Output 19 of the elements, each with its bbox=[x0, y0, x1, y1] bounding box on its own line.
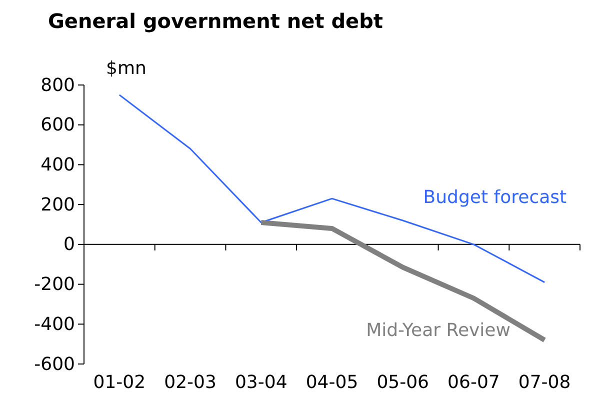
chart-title: General government net debt bbox=[48, 9, 384, 33]
x-tick-label: 03-04 bbox=[234, 372, 288, 393]
y-axis-title: $mn bbox=[106, 58, 146, 79]
y-tick-label: -400 bbox=[34, 314, 75, 335]
x-tick-label: 05-06 bbox=[376, 372, 430, 393]
series-label: Mid-Year Review bbox=[366, 320, 510, 341]
x-tick-label: 06-07 bbox=[448, 372, 500, 393]
x-tick-label: 04-05 bbox=[306, 372, 358, 393]
y-tick-label: -600 bbox=[34, 354, 75, 375]
y-tick-label: 600 bbox=[40, 114, 75, 136]
x-tick-label: 07-08 bbox=[518, 372, 571, 393]
x-tick-label: 02-03 bbox=[164, 372, 216, 393]
y-tick-label: 400 bbox=[40, 154, 75, 176]
y-tick-label: 200 bbox=[40, 194, 75, 216]
y-tick-label: 0 bbox=[64, 234, 75, 256]
series-label: Budget forecast bbox=[423, 187, 567, 208]
x-tick-label: 01-02 bbox=[93, 372, 146, 393]
y-tick-label: 800 bbox=[40, 74, 75, 96]
y-tick-label: -200 bbox=[34, 274, 75, 296]
